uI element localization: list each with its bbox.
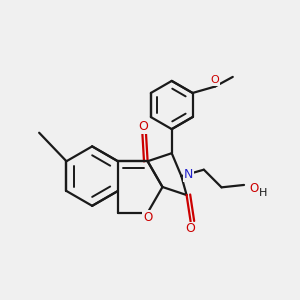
Text: O: O [143, 211, 152, 224]
Text: O: O [249, 182, 258, 195]
Text: H: H [259, 188, 268, 198]
Text: O: O [139, 120, 148, 133]
Text: N: N [184, 168, 193, 181]
Text: O: O [186, 222, 196, 235]
Text: O: O [211, 75, 220, 85]
